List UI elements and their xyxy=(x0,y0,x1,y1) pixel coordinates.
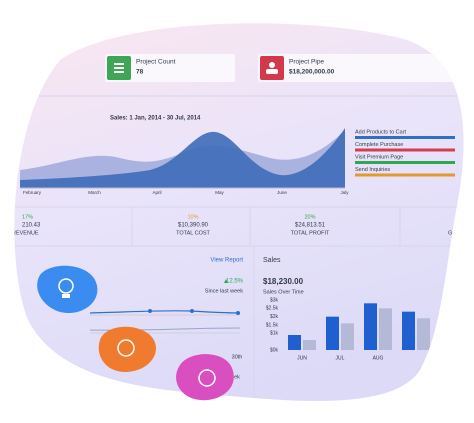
kpi-label: TOTAL COST xyxy=(176,230,210,236)
weekly-note: Since last week xyxy=(205,288,243,294)
icon-line xyxy=(114,63,124,65)
icon-blob xyxy=(176,354,234,401)
kpi-change: 10% xyxy=(187,214,198,220)
card-title: Project Count xyxy=(136,59,176,66)
legend-label: ek xyxy=(234,374,240,380)
points xyxy=(148,309,240,315)
y-tick-label: $1k xyxy=(270,331,279,337)
sales-subtitle: Sales Over Time xyxy=(263,289,304,295)
point xyxy=(236,311,240,315)
bar xyxy=(417,318,430,350)
bar xyxy=(303,340,316,350)
icon-blob xyxy=(98,326,156,372)
icon-line xyxy=(114,67,124,69)
icon-line xyxy=(114,71,124,73)
x-tick-label: JUL xyxy=(336,355,345,361)
kpi-change: 20% xyxy=(304,214,315,220)
bar xyxy=(379,308,392,350)
kpi-change: 17% xyxy=(22,214,33,220)
icon-blob xyxy=(37,265,98,314)
bar xyxy=(364,303,377,350)
phone-icon xyxy=(198,369,216,387)
point xyxy=(148,309,152,313)
chart-title: Sales: 1 Jan, 2014 - 30 Jul, 2014 xyxy=(110,116,201,122)
kpi-value: $10,390.90 xyxy=(178,223,209,229)
legend-swatch xyxy=(355,136,455,139)
y-tick-label: $2.5k xyxy=(266,306,279,312)
up-arrow xyxy=(224,279,228,283)
sales-total: $18,230.00 xyxy=(263,277,304,286)
kpi-label: REVENUE xyxy=(12,230,39,236)
view-report-link[interactable]: View Report xyxy=(210,258,243,264)
legend-swatch xyxy=(355,161,455,164)
bar xyxy=(326,316,339,350)
support-icon xyxy=(117,339,135,357)
card-value: $18,200,000.00 xyxy=(289,69,335,76)
x-label: June xyxy=(277,190,287,195)
x-tick-label: JUN xyxy=(297,355,307,361)
x-label: May xyxy=(215,190,224,195)
x-label: April xyxy=(152,190,161,195)
icon-person xyxy=(266,69,278,74)
icon-person xyxy=(269,62,275,68)
bar xyxy=(288,335,301,350)
kpi-value: $24,813.51 xyxy=(295,223,326,229)
legend-swatch xyxy=(355,148,455,152)
point xyxy=(190,309,194,313)
y-tick-label: $2k xyxy=(270,314,279,320)
bar xyxy=(341,323,354,350)
y-tick-label: $1.5k xyxy=(266,322,279,328)
legend-label: Complete Purchase xyxy=(355,142,403,148)
kpi-label: TOTAL PROFIT xyxy=(291,230,330,236)
x-label: March xyxy=(88,190,101,195)
legend-label: Add Products to Cart xyxy=(355,129,407,135)
line xyxy=(89,327,241,331)
card-value: 78 xyxy=(136,69,144,76)
legend-label: Send Inquiries xyxy=(355,167,390,173)
x-label: 30th xyxy=(232,354,243,360)
bulb-icon xyxy=(62,294,70,298)
card-title: Project Pipe xyxy=(289,59,324,66)
card xyxy=(105,54,235,82)
y-tick-label: $0k xyxy=(270,347,279,353)
x-labels: February March April May June July xyxy=(23,190,349,195)
legend-swatch xyxy=(355,173,455,177)
kpi-value: 210.43 xyxy=(22,223,41,229)
legend-label: Visit Premium Page xyxy=(355,154,403,160)
weekly-change: 12.5% xyxy=(226,279,244,285)
y-tick-label: $3k xyxy=(270,297,279,303)
kpi-label: GOA xyxy=(448,230,461,236)
card xyxy=(258,54,458,82)
area xyxy=(20,128,345,188)
legend: Add Products to Cart Complete Purchase Vis… xyxy=(355,129,455,177)
bulb-icon xyxy=(58,278,74,294)
bar-chart: $0k $1k $1.5k $2k $2.5k $3k JUN JUL AUG xyxy=(266,297,430,361)
panel-title: Sales xyxy=(263,257,281,264)
bar xyxy=(402,311,415,350)
line xyxy=(89,310,241,314)
x-label: February xyxy=(23,190,42,195)
x-label: July xyxy=(340,190,349,195)
x-tick-label: AUG xyxy=(373,355,384,361)
